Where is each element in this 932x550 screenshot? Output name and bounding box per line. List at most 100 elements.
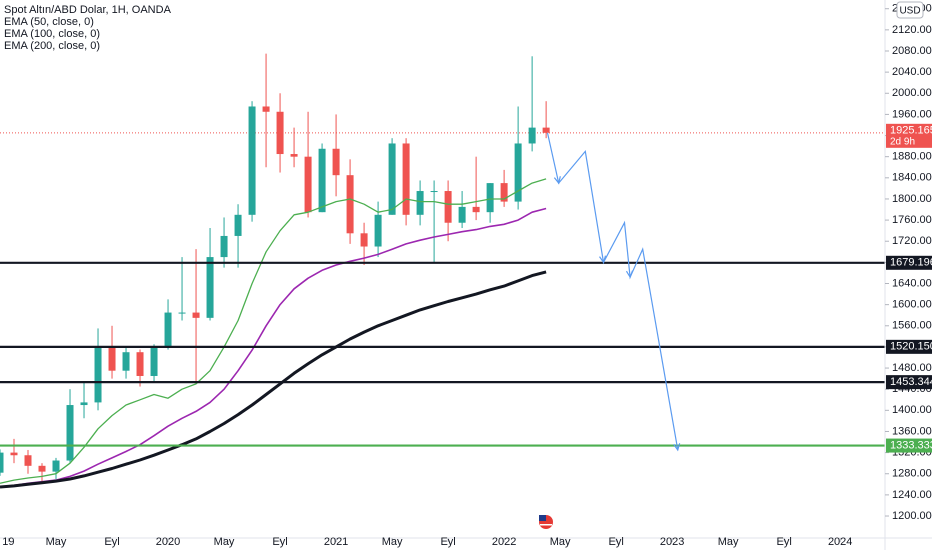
level-label: 1453.344 [890,376,932,388]
candle-body [66,405,74,461]
y-tick-label: 1560.000 [892,320,932,332]
candle-body [542,127,550,133]
x-tick-label: May [382,536,403,548]
y-tick-label: 1960.000 [892,108,932,120]
candle-body [276,111,284,155]
candle-body [192,312,200,318]
y-tick-label: 1480.000 [892,362,932,374]
x-tick-label: Eyl [608,536,623,548]
level-label-box [886,375,932,390]
y-tick-label: 1720.000 [892,235,932,247]
last-price-label: 1925.165 [890,125,932,137]
candle-body [416,191,424,215]
arrow-head [553,176,561,185]
arrow-head [625,270,634,279]
candle-body [0,452,4,473]
candle-body [360,233,368,247]
currency-badge [896,1,924,19]
x-tick-label: Eyl [777,536,792,548]
level-label: 1333.333 [890,439,932,451]
y-tick-label: 2000.000 [892,87,932,99]
countdown-label: 2d 9h [890,136,915,147]
x-tick-label: Eyl [272,536,287,548]
y-tick-label: 1400.000 [892,404,932,416]
y-tick-label: 1360.000 [892,425,932,437]
y-tick-label: 1640.000 [892,277,932,289]
candle-body [150,346,158,376]
candle-body [514,143,522,202]
candle-body [346,175,354,234]
y-tick-label: 1880.000 [892,151,932,163]
level-label: 1520.150 [890,341,932,353]
x-tick-label: 2024 [828,536,852,548]
candle-body [122,352,130,371]
candle-body [24,455,32,466]
candle-body [38,465,46,472]
arrow-head [673,443,681,452]
x-tick-label: May [214,536,235,548]
chart-title: Spot Altın/ABD Dolar, 1H, OANDA [4,4,172,16]
candle-body [444,191,452,223]
level-label-box [886,438,932,453]
y-tick-label: 1240.000 [892,489,932,501]
candle-body [94,346,102,403]
candle-body [220,235,228,258]
candle-body [402,143,410,215]
y-tick-label: 2080.000 [892,45,932,57]
candle-body [248,106,256,215]
x-tick-label: 2021 [324,536,348,548]
y-tick-label: 2040.000 [892,66,932,78]
currency-label: USD [899,6,920,17]
y-tick-label: 1760.000 [892,214,932,226]
candle-body [374,214,382,247]
candle-body [528,127,536,144]
candle-body [332,148,340,176]
candle-body [80,402,88,406]
x-tick-label: 2020 [156,536,180,548]
candle-body [472,206,480,213]
candle-body [136,352,144,376]
y-tick-label: 1600.000 [892,299,932,311]
last-price-box [886,123,932,148]
candle-body [486,183,494,213]
candle-body [10,452,18,456]
candle-body [164,312,172,347]
y-tick-label: 2120.000 [892,24,932,36]
y-tick-label: 1200.000 [892,510,932,522]
level-label-box [886,339,932,354]
plot [0,53,885,489]
legend-entry: EMA (50, close, 0) [4,16,94,28]
candle-body [388,143,396,215]
legend-entry: EMA (200, close, 0) [4,40,100,52]
legend: Spot Altın/ABD Dolar, 1H, OANDA EMA (50,… [4,4,172,52]
legend-entry: EMA (100, close, 0) [4,28,100,40]
x-tick-label: 19 [2,536,14,548]
x-tick-label: 2022 [492,536,516,548]
projection-path [546,132,679,451]
x-tick-label: May [550,536,571,548]
arrow-head [599,255,607,264]
x-tick-label: May [718,536,739,548]
ema-line [0,178,547,484]
candle-body [52,460,60,472]
candle-body [206,257,214,318]
ema-line [0,270,547,489]
x-tick-label: Eyl [440,536,455,548]
level-label-box [886,255,932,270]
y-tick-label: 1800.000 [892,193,932,205]
candle-body [234,214,242,236]
flag-icon [539,515,553,529]
x-tick-label: Eyl [104,536,119,548]
candle-body [430,191,438,193]
ema-line [0,207,547,488]
candle-body [108,346,116,371]
candle-body [500,183,508,202]
candle-body [178,312,186,314]
candle-body [318,148,326,213]
candle-body [290,154,298,157]
y-tick-label: 1280.000 [892,468,932,480]
x-tick-label: 2023 [660,536,684,548]
candle-body [262,106,270,112]
